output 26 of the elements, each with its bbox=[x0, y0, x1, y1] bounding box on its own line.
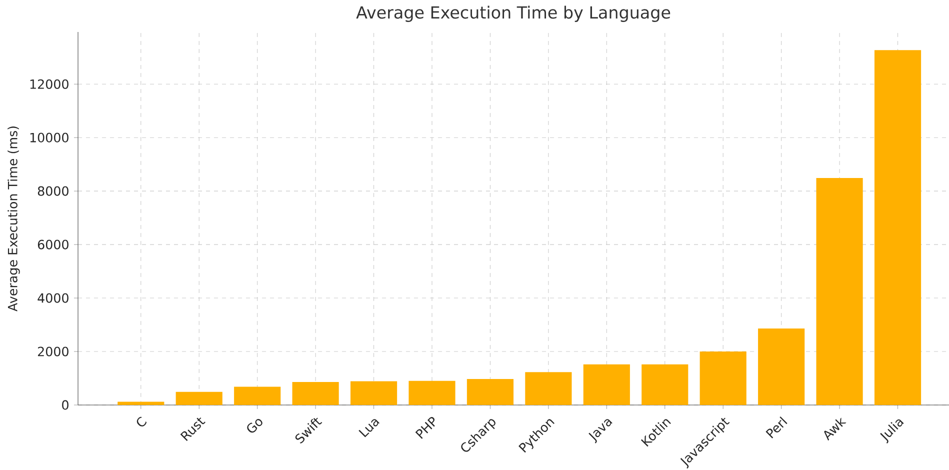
bar bbox=[525, 372, 572, 405]
x-tick-label: Go bbox=[247, 419, 262, 433]
bar bbox=[118, 402, 164, 405]
bar bbox=[234, 386, 281, 405]
y-tick-label: 6000 bbox=[38, 240, 68, 250]
y-tick-label: 8000 bbox=[38, 186, 68, 196]
y-tick-label: 4000 bbox=[38, 293, 68, 303]
chart-title: Average Execution Time by Language bbox=[356, 6, 670, 22]
bar bbox=[816, 178, 863, 405]
bar bbox=[583, 364, 630, 405]
bar bbox=[466, 379, 514, 405]
y-tick-label: 10000 bbox=[30, 132, 68, 142]
x-tick-label: Lua bbox=[358, 419, 380, 438]
y-axis-title: Average Execution Time (ms) bbox=[8, 126, 20, 312]
bar bbox=[700, 352, 746, 405]
bar bbox=[874, 50, 922, 405]
bar bbox=[642, 364, 688, 405]
bar bbox=[176, 392, 222, 405]
bar bbox=[408, 380, 456, 405]
y-tick-label: 12000 bbox=[30, 79, 68, 89]
y-tick-label: 0 bbox=[62, 400, 68, 410]
bar bbox=[758, 328, 805, 405]
x-tick-label: C bbox=[136, 416, 147, 426]
bar bbox=[350, 381, 398, 405]
bar bbox=[292, 382, 339, 405]
y-tick-label: 2000 bbox=[38, 346, 68, 356]
